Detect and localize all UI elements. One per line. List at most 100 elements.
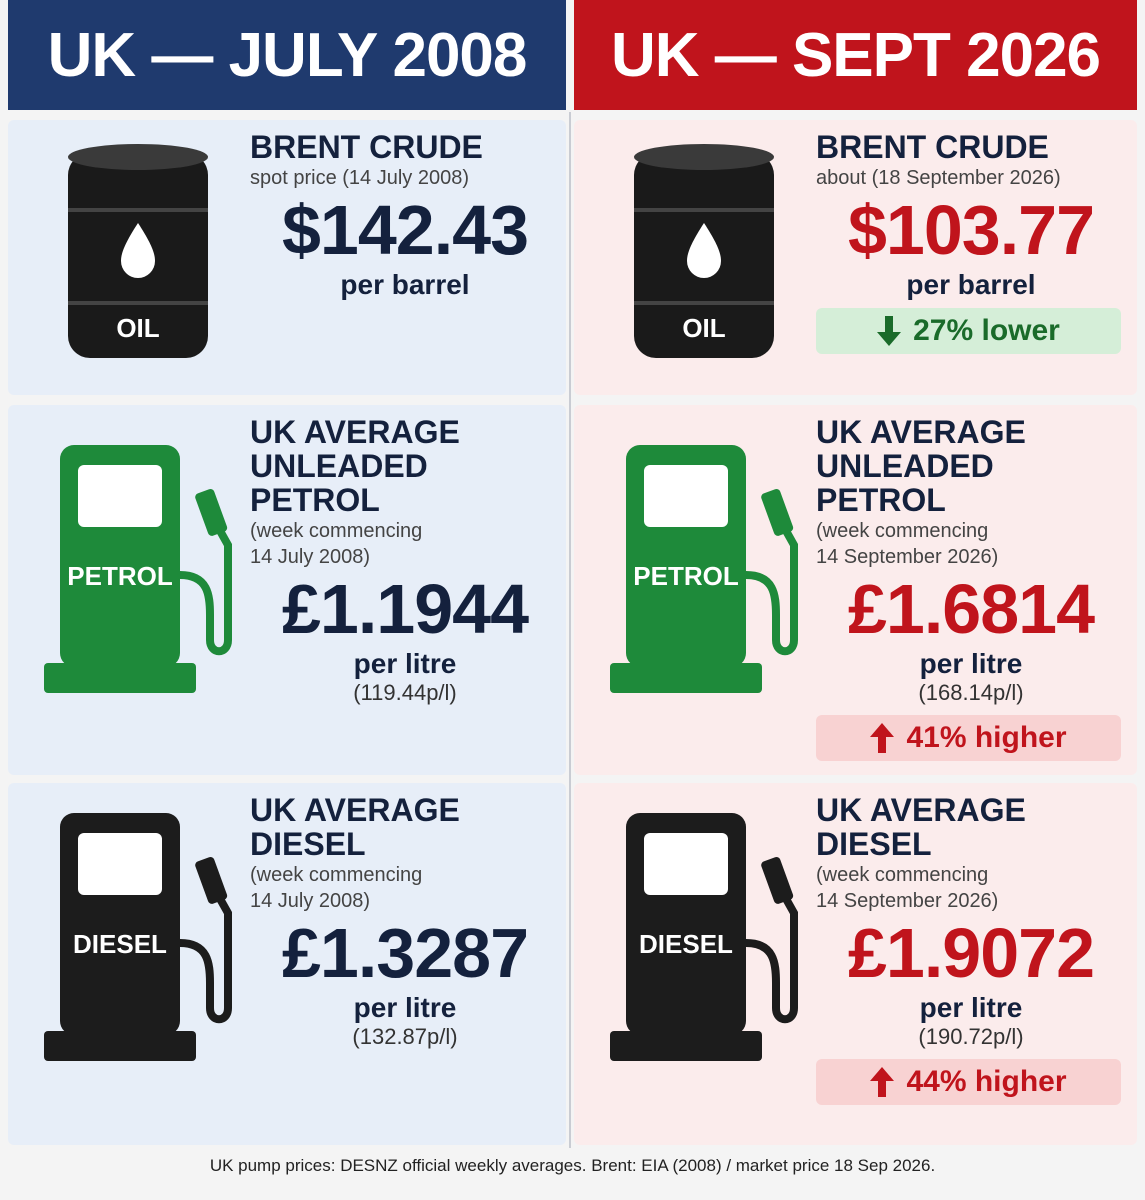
fuel-pump-icon: DIESEL <box>610 813 798 1061</box>
icon-wrap: OIL <box>619 135 789 380</box>
oil-drop <box>687 223 721 278</box>
card-title: UNLEADED PETROL <box>250 448 428 518</box>
card-subtitle: (week commencing <box>250 520 423 542</box>
pump-hose <box>179 518 232 656</box>
price-card: DIESEL UK AVERAGE DIESEL (week commencing 1… <box>8 783 566 1145</box>
pump-hose <box>179 886 232 1024</box>
change-text: 41% higher <box>906 721 1067 754</box>
card-text: UK AVERAGE DIESEL (week commencing 14 July … <box>250 793 560 1051</box>
oil-drop <box>121 223 155 278</box>
icon-label: OIL <box>682 313 725 343</box>
card-title: BRENT CRUDE <box>816 129 1049 165</box>
icon-wrap: PETROL <box>38 435 238 710</box>
change-badge: 41% higher <box>816 715 1121 761</box>
pump-hose <box>745 886 798 1024</box>
price: £1.6814 <box>847 570 1095 648</box>
price: £1.9072 <box>847 914 1095 992</box>
footer-note: UK pump prices: DESNZ official weekly av… <box>209 1156 936 1175</box>
pump-screen <box>644 465 728 527</box>
price-unit: per litre <box>919 992 1023 1023</box>
fuel-pump-icon: PETROL <box>610 445 798 693</box>
card-title: UK AVERAGE <box>816 792 1026 828</box>
card-text: UK AVERAGE UNLEADED PETROL (week commencin… <box>816 415 1126 761</box>
icon-wrap: DIESEL <box>604 803 804 1078</box>
price-card: OIL BRENT CRUDE about (18 September 2026)… <box>574 120 1137 395</box>
pump-nozzle <box>195 489 228 536</box>
price-unit: per barrel <box>906 269 1036 300</box>
pump-screen <box>78 465 162 527</box>
fuel-pump-icon: PETROL <box>44 445 232 693</box>
card-subtitle: spot price (14 July 2008) <box>250 167 470 189</box>
icon-wrap: PETROL <box>604 435 804 710</box>
icon-wrap: DIESEL <box>38 803 238 1078</box>
pump-screen <box>644 833 728 895</box>
icon-label: DIESEL <box>639 929 733 959</box>
card-title: UK AVERAGE <box>816 414 1026 450</box>
pump-base <box>610 1031 762 1061</box>
price-unit: per litre <box>353 992 457 1023</box>
card-text: BRENT CRUDE about (18 September 2026) $103… <box>816 130 1126 354</box>
change-arrow <box>870 723 895 753</box>
change-badge: 44% higher <box>816 1059 1121 1105</box>
card-text: UK AVERAGE UNLEADED PETROL (week commencin… <box>250 415 560 707</box>
price-card: PETROL UK AVERAGE UNLEADED PETROL (week co… <box>574 405 1137 775</box>
price: £1.3287 <box>281 914 529 992</box>
card-title: UK AVERAGE <box>250 414 460 450</box>
change-arrow <box>877 316 902 346</box>
icon-label: DIESEL <box>73 929 167 959</box>
pump-nozzle <box>761 857 794 904</box>
column-header: UK — JULY 2008 <box>8 0 566 110</box>
pump-nozzle <box>195 857 228 904</box>
card-title: BRENT CRUDE <box>250 129 483 165</box>
icon-label: PETROL <box>67 561 173 591</box>
price-card: OIL BRENT CRUDE spot price (14 July 2008)… <box>8 120 566 395</box>
card-title: UK AVERAGE <box>250 792 460 828</box>
price: $142.43 <box>281 191 529 269</box>
card-title: DIESEL <box>816 826 932 862</box>
pump-base <box>610 663 762 693</box>
pump-nozzle <box>761 489 794 536</box>
price-unit: per litre <box>353 648 457 679</box>
card-subtitle: 14 September 2026) <box>816 890 999 912</box>
pump-screen <box>78 833 162 895</box>
card-subtitle: 14 September 2026) <box>816 546 999 568</box>
price: £1.1944 <box>281 570 529 648</box>
icon-wrap: OIL <box>53 135 223 380</box>
column-divider <box>569 112 571 1148</box>
pence-per-litre: (132.87p/l) <box>352 1024 458 1049</box>
card-text: BRENT CRUDE spot price (14 July 2008) $142… <box>250 130 560 300</box>
pence-per-litre: (119.44p/l) <box>353 680 457 705</box>
pump-hose <box>745 518 798 656</box>
icon-label: PETROL <box>633 561 739 591</box>
card-subtitle: 14 July 2008) <box>250 546 371 568</box>
price: $103.77 <box>847 191 1095 269</box>
change-text: 44% higher <box>906 1065 1067 1098</box>
column-header: UK — SEPT 2026 <box>574 0 1137 110</box>
icon-label: OIL <box>116 313 159 343</box>
pence-per-litre: (190.72p/l) <box>918 1024 1024 1049</box>
change-text: 27% lower <box>913 314 1060 347</box>
price-unit: per litre <box>919 648 1023 679</box>
price-card: DIESEL UK AVERAGE DIESEL (week commencing 1… <box>574 783 1137 1145</box>
change-badge: 27% lower <box>816 308 1121 354</box>
card-subtitle: (week commencing <box>816 864 989 886</box>
price-card: PETROL UK AVERAGE UNLEADED PETROL (week co… <box>8 405 566 775</box>
card-title: UNLEADED PETROL <box>816 448 994 518</box>
card-subtitle: (week commencing <box>250 864 423 886</box>
pump-base <box>44 1031 196 1061</box>
oil-barrel-icon: OIL <box>634 144 774 358</box>
card-subtitle: (week commencing <box>816 520 989 542</box>
change-arrow <box>870 1067 895 1097</box>
card-title: DIESEL <box>250 826 366 862</box>
card-subtitle: 14 July 2008) <box>250 890 371 912</box>
card-text: UK AVERAGE DIESEL (week commencing 14 Septe… <box>816 793 1126 1105</box>
fuel-pump-icon: DIESEL <box>44 813 232 1061</box>
pence-per-litre: (168.14p/l) <box>918 680 1024 705</box>
barrel-top <box>634 144 774 170</box>
price-unit: per barrel <box>340 269 470 300</box>
oil-barrel-icon: OIL <box>68 144 208 358</box>
card-subtitle: about (18 September 2026) <box>816 167 1061 189</box>
barrel-top <box>68 144 208 170</box>
pump-base <box>44 663 196 693</box>
